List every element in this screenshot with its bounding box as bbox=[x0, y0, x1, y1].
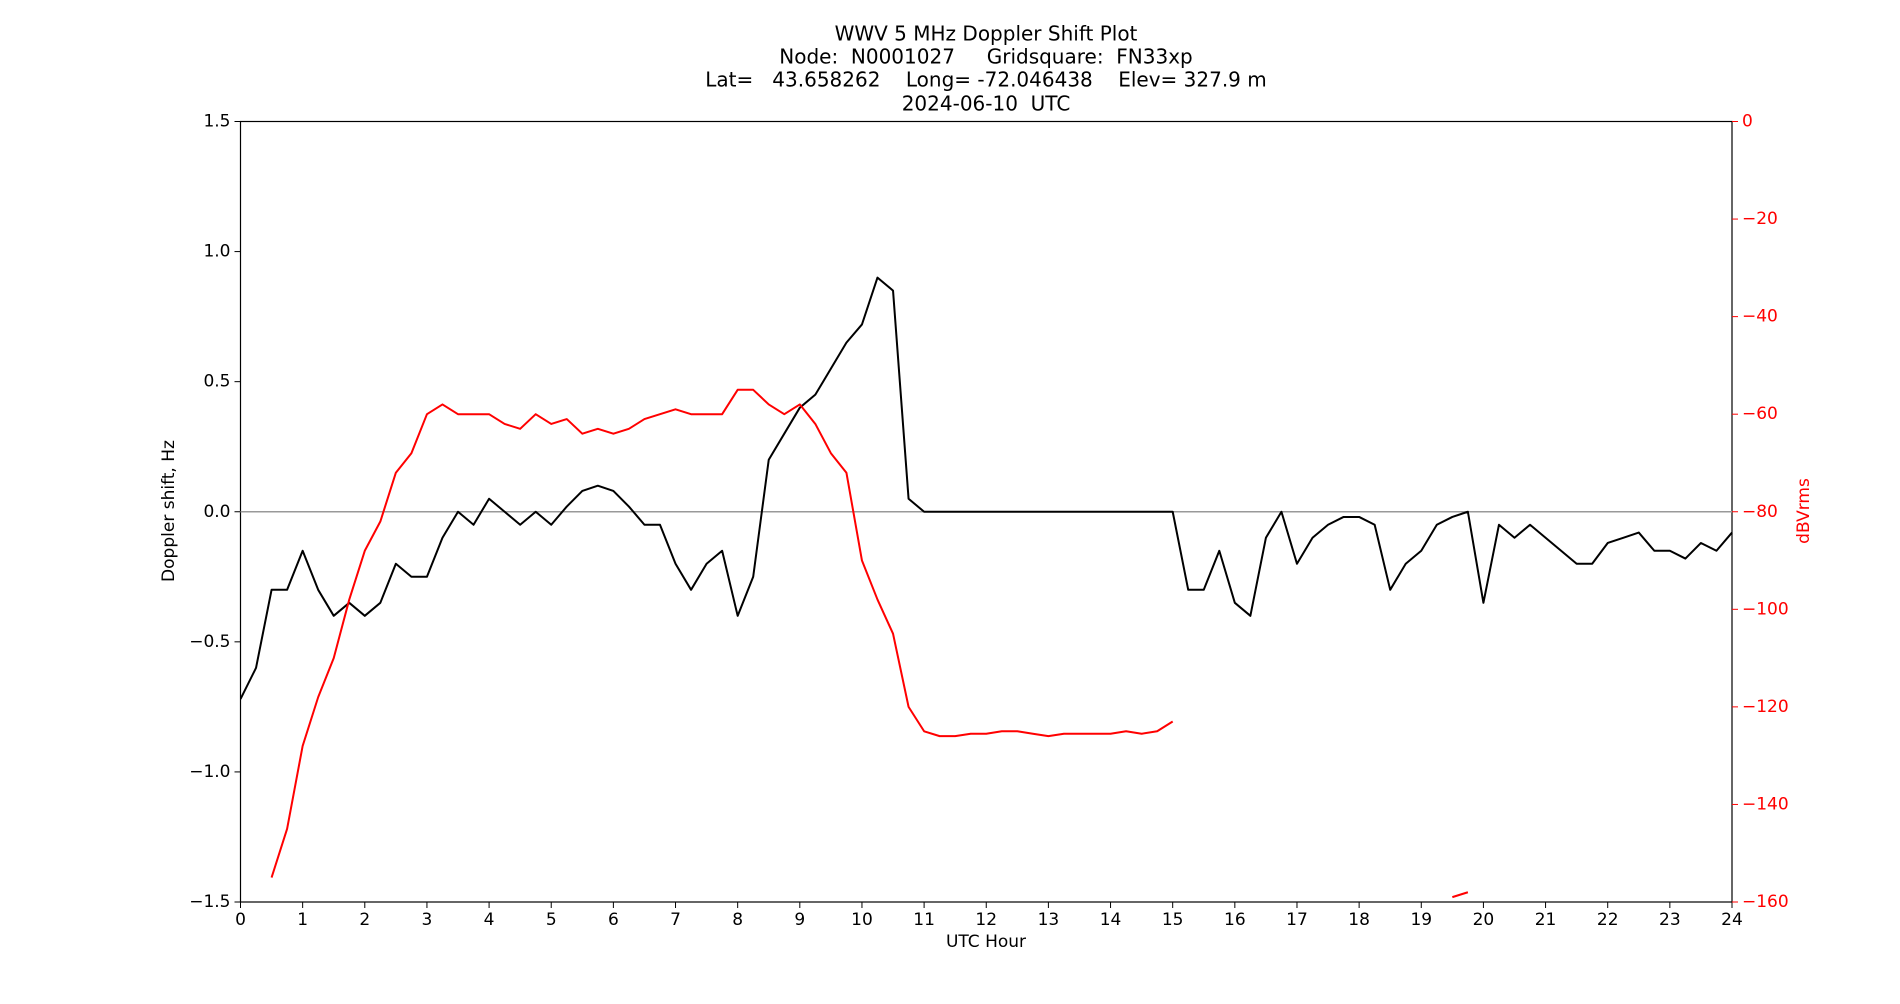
y-tick-label: 0.5 bbox=[203, 372, 230, 392]
y2-tick-label: −60 bbox=[1742, 404, 1778, 424]
x-tick-label: 16 bbox=[1224, 910, 1246, 930]
y2-tick-label: −100 bbox=[1742, 599, 1789, 619]
x-tick-label: 24 bbox=[1721, 910, 1743, 930]
y-tick-label: −1.0 bbox=[189, 762, 230, 782]
y2-tick-label: −140 bbox=[1742, 794, 1789, 814]
x-tick-label: 19 bbox=[1410, 910, 1432, 930]
y-tick-label: −1.5 bbox=[189, 892, 230, 912]
x-tick-label: 23 bbox=[1659, 910, 1681, 930]
y-tick-label: 1.0 bbox=[203, 242, 230, 262]
x-tick-label: 4 bbox=[484, 910, 495, 930]
x-tick-label: 14 bbox=[1100, 910, 1122, 930]
y2-tick-label: −20 bbox=[1742, 209, 1778, 229]
series-line bbox=[240, 276, 1733, 700]
x-tick-label: 12 bbox=[975, 910, 997, 930]
x-tick-label: 11 bbox=[913, 910, 935, 930]
x-tick-label: 2 bbox=[359, 910, 370, 930]
x-tick-label: 15 bbox=[1162, 910, 1184, 930]
x-tick-label: 0 bbox=[235, 910, 246, 930]
x-tick-label: 7 bbox=[670, 910, 681, 930]
x-tick-label: 13 bbox=[1038, 910, 1060, 930]
y2-tick-label: −160 bbox=[1742, 892, 1789, 912]
y2-tick-label: −40 bbox=[1742, 307, 1778, 327]
x-tick-label: 18 bbox=[1348, 910, 1370, 930]
chart-title: WWV 5 MHz Doppler Shift Plot bbox=[835, 22, 1138, 46]
y-tick-label: 1.5 bbox=[203, 112, 230, 132]
series-line bbox=[270, 388, 1469, 899]
y2-tick-label: −120 bbox=[1742, 697, 1789, 717]
y-axis-label: Doppler shift, Hz bbox=[159, 440, 179, 582]
chart-subtitle: 2024-06-10 UTC bbox=[902, 92, 1071, 116]
x-tick-label: 8 bbox=[732, 910, 743, 930]
x-tick-label: 9 bbox=[794, 910, 805, 930]
x-tick-label: 1 bbox=[297, 910, 308, 930]
y-tick-label: −0.5 bbox=[189, 632, 230, 652]
y2-tick-label: 0 bbox=[1742, 112, 1753, 132]
x-tick-label: 5 bbox=[546, 910, 557, 930]
x-tick-label: 20 bbox=[1473, 910, 1495, 930]
plot-area bbox=[240, 276, 1733, 899]
y2-tick-label: −80 bbox=[1742, 502, 1778, 522]
x-tick-label: 6 bbox=[608, 910, 619, 930]
y-tick-label: 0.0 bbox=[203, 502, 230, 522]
chart-subtitle: Lat= 43.658262 Long= -72.046438 Elev= 32… bbox=[705, 68, 1267, 92]
x-tick-label: 21 bbox=[1535, 910, 1557, 930]
x-tick-label: 17 bbox=[1286, 910, 1308, 930]
y2-axis-label: dBVrms bbox=[1794, 478, 1814, 544]
x-axis-label: UTC Hour bbox=[946, 932, 1026, 952]
x-tick-label: 10 bbox=[851, 910, 873, 930]
chart-subtitle: Node: N0001027 Gridsquare: FN33xp bbox=[779, 45, 1192, 69]
x-tick-label: 3 bbox=[422, 910, 433, 930]
x-tick-label: 22 bbox=[1597, 910, 1619, 930]
